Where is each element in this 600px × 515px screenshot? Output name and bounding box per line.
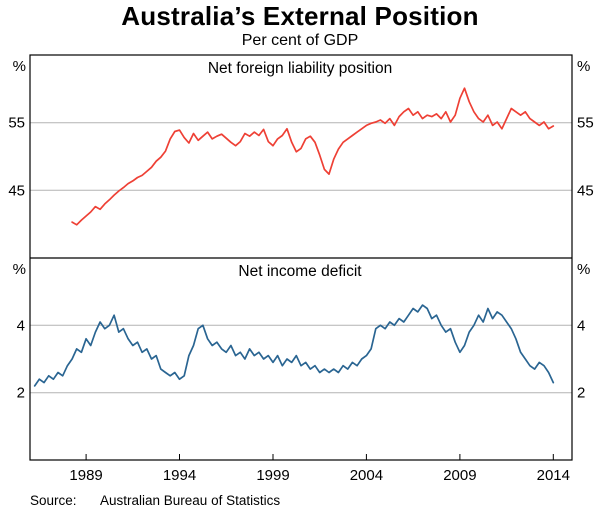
x-tick-label: 1999 bbox=[256, 467, 289, 484]
chart-title: Australia’s External Position bbox=[121, 1, 479, 31]
top-panel-label: Net foreign liability position bbox=[207, 60, 393, 77]
source-note: Source: Australian Bureau of Statistics bbox=[30, 493, 280, 508]
y-tick-label-right: 45 bbox=[577, 182, 594, 199]
x-tick-label: 2004 bbox=[350, 467, 383, 484]
y-tick-label-left: 4 bbox=[17, 317, 25, 334]
plot-frame bbox=[29, 54, 573, 461]
y-tick-label-right: 2 bbox=[577, 385, 585, 402]
y-unit-label: % bbox=[12, 58, 26, 75]
y-tick-label-left: 55 bbox=[8, 115, 25, 132]
y-tick-label-left: 2 bbox=[17, 385, 25, 402]
x-tick-label: 1994 bbox=[163, 467, 196, 484]
y-tick-label-right: 4 bbox=[577, 317, 585, 334]
source-text: Australian Bureau of Statistics bbox=[100, 493, 281, 508]
series-line-net-income-deficit bbox=[33, 304, 555, 387]
chart-subtitle: Per cent of GDP bbox=[241, 32, 359, 49]
x-tick-label: 1989 bbox=[69, 467, 102, 484]
bottom-panel-label: Net income deficit bbox=[238, 263, 362, 280]
y-unit-label: % bbox=[577, 58, 591, 75]
y-unit-label: % bbox=[12, 261, 26, 278]
y-tick-label-right: 55 bbox=[577, 115, 594, 132]
y-unit-label: % bbox=[577, 261, 591, 278]
x-tick-label: 2009 bbox=[443, 467, 476, 484]
x-tick-label: 2014 bbox=[537, 467, 570, 484]
y-tick-label-left: 45 bbox=[8, 182, 25, 199]
source-label: Source: bbox=[30, 493, 77, 508]
series-line-net-foreign-liability bbox=[71, 87, 555, 226]
